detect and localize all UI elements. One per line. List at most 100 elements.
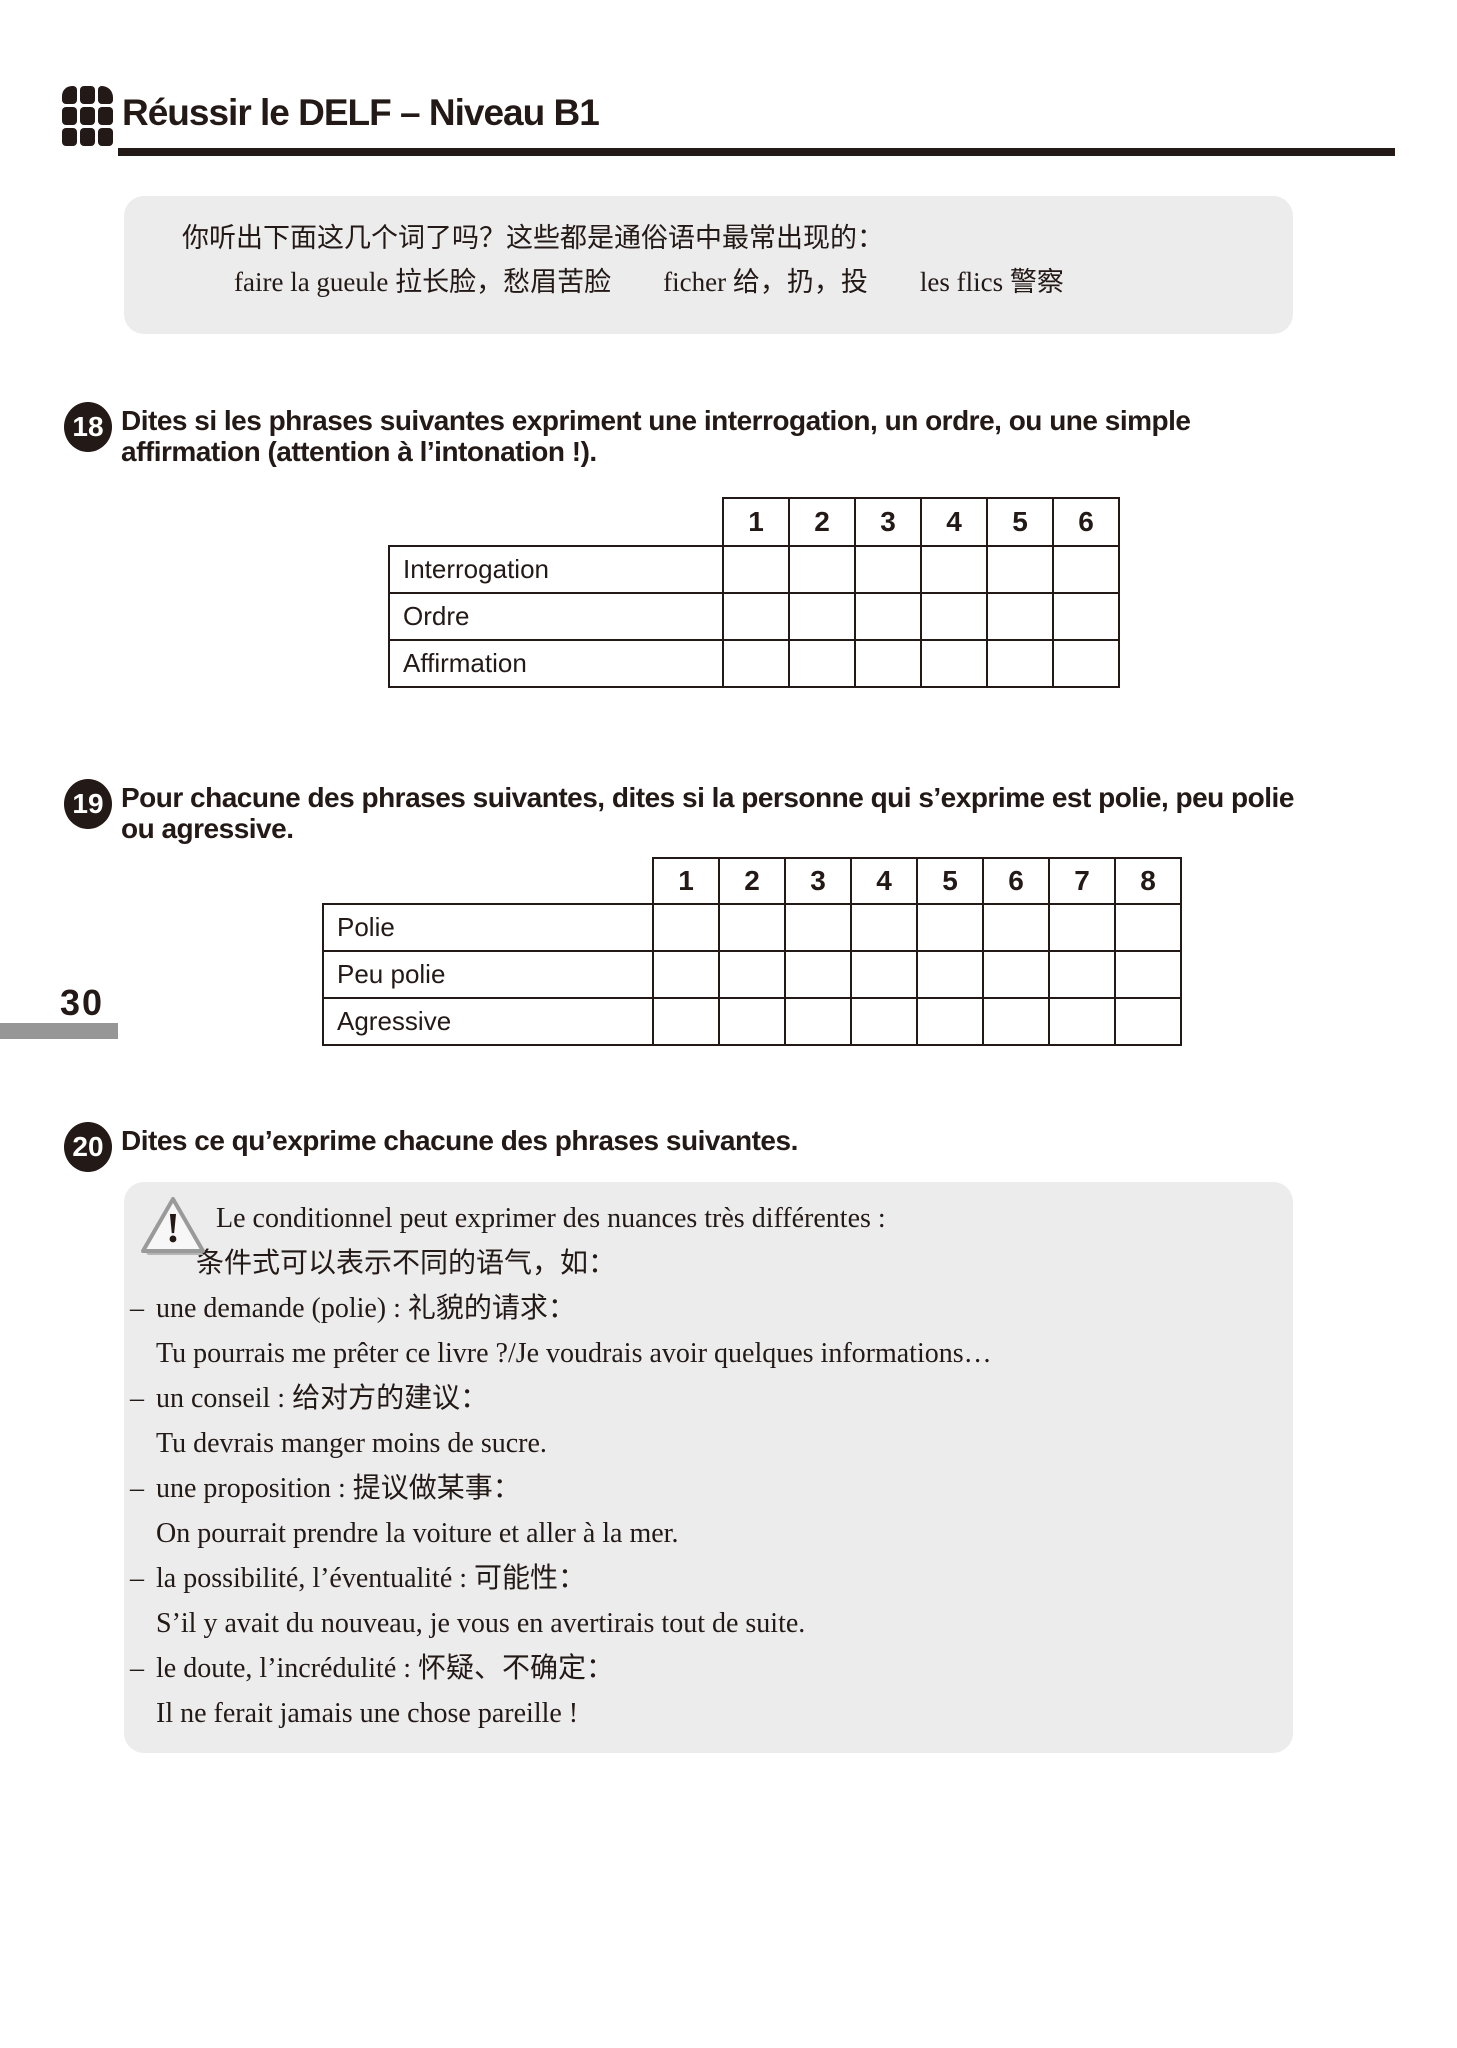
warning-triangle-icon: !: [141, 1197, 205, 1255]
answer-cell: [722, 639, 790, 688]
answer-cell: [920, 592, 988, 641]
note-item-label-text: un conseil : 给对方的建议：: [156, 1383, 489, 1414]
row-label: Affirmation: [388, 639, 724, 688]
vocab-item: faire la gueule 拉长脸，愁眉苦脸: [234, 267, 612, 297]
answer-cell: [1052, 545, 1120, 594]
row-label: Polie: [322, 903, 654, 952]
col-header: 3: [854, 497, 922, 547]
answer-cell: [850, 903, 918, 952]
answer-cell: [1114, 997, 1182, 1046]
note-item-label: – le doute, l’incrédulité : 怀疑、不确定：: [124, 1646, 1293, 1691]
col-header: 2: [718, 857, 786, 905]
answer-cell: [1048, 903, 1116, 952]
note-item-label-text: la possibilité, l’éventualité : 可能性：: [156, 1563, 587, 1594]
col-header: 5: [916, 857, 984, 905]
table-row: Affirmation: [388, 639, 1120, 688]
vocab-note-text: 你听出下面这几个词了吗？这些都是通俗语中最常出现的：: [182, 223, 884, 253]
grammar-note-box: ! Le conditionnel peut exprimer des nuan…: [124, 1182, 1293, 1753]
answer-cell: [1114, 903, 1182, 952]
col-header: 1: [652, 857, 720, 905]
exercise-19-instruction: Pour chacune des phrases suivantes, dite…: [121, 782, 1294, 844]
col-header: 7: [1048, 857, 1116, 905]
answer-cell: [788, 639, 856, 688]
table-row: Polie: [322, 903, 1182, 952]
note-item-example: S’il y avait du nouveau, je vous en aver…: [156, 1608, 806, 1639]
warning-exclamation-glyph: !: [166, 1206, 180, 1252]
instruction-line: ou agressive.: [121, 813, 294, 844]
logo-square: [62, 86, 77, 104]
table-row: Ordre: [388, 592, 1120, 641]
answer-cell: [722, 592, 790, 641]
note-item-label: – la possibilité, l’éventualité : 可能性：: [124, 1556, 1293, 1601]
col-header: 5: [986, 497, 1054, 547]
col-header: 2: [788, 497, 856, 547]
answer-cell: [652, 997, 720, 1046]
dash-bullet: –: [130, 1293, 144, 1324]
table-row: Interrogation: [388, 545, 1120, 594]
note-item: – une demande (polie) : 礼貌的请求： Tu pourrai…: [124, 1286, 1293, 1376]
answer-cell: [1048, 950, 1116, 999]
instruction-line: Pour chacune des phrases suivantes, dite…: [121, 782, 1294, 813]
row-label: Peu polie: [322, 950, 654, 999]
logo-square: [98, 107, 113, 125]
dash-bullet: –: [130, 1473, 144, 1504]
col-header: 3: [784, 857, 852, 905]
answer-cell: [652, 903, 720, 952]
note-item-label-text: le doute, l’incrédulité : 怀疑、不确定：: [156, 1653, 615, 1684]
answer-cell: [718, 950, 786, 999]
row-label: Ordre: [388, 592, 724, 641]
row-label: Agressive: [322, 997, 654, 1046]
note-item-example: Tu devrais manger moins de sucre.: [156, 1428, 547, 1459]
vocab-item: ficher 给，扔，投: [663, 267, 868, 297]
margin-bar: [0, 1023, 118, 1039]
logo-square: [80, 128, 95, 146]
answer-cell: [788, 592, 856, 641]
answer-cell: [916, 903, 984, 952]
exercise-18-instruction: Dites si les phrases suivantes expriment…: [121, 405, 1191, 467]
instruction-line: Dites si les phrases suivantes expriment…: [121, 405, 1191, 436]
note-item-label: – une proposition : 提议做某事：: [124, 1466, 1293, 1511]
publisher-logo-grid-icon: [62, 86, 113, 150]
note-item-label: – une demande (polie) : 礼貌的请求：: [124, 1286, 1293, 1331]
note-item: – une proposition : 提议做某事： On pourrait pr…: [124, 1466, 1293, 1556]
answer-cell: [854, 639, 922, 688]
answer-cell: [718, 997, 786, 1046]
answer-cell: [916, 997, 984, 1046]
answer-cell: [986, 639, 1054, 688]
logo-square: [98, 86, 113, 104]
note-intro-chinese: 条件式可以表示不同的语气，如：: [196, 1248, 617, 1279]
answer-cell: [722, 545, 790, 594]
answer-cell: [920, 639, 988, 688]
instruction-line: Dites ce qu’exprime chacune des phrases …: [121, 1125, 798, 1156]
answer-cell: [982, 950, 1050, 999]
note-item-example: Il ne ferait jamais une chose pareille !: [156, 1698, 579, 1729]
page-number: 30: [60, 982, 105, 1023]
answer-cell: [986, 545, 1054, 594]
answer-cell: [784, 997, 852, 1046]
dash-bullet: –: [130, 1653, 144, 1684]
col-header: 1: [722, 497, 790, 547]
answer-cell: [850, 997, 918, 1046]
row-label: Interrogation: [388, 545, 724, 594]
col-header: 4: [850, 857, 918, 905]
note-item: – un conseil : 给对方的建议： Tu devrais manger …: [124, 1376, 1293, 1466]
answer-cell: [854, 592, 922, 641]
logo-square: [62, 107, 77, 125]
answer-cell: [854, 545, 922, 594]
exercise-20-badge: 20: [64, 1122, 112, 1172]
corner-cell: [323, 858, 654, 905]
exercise-18-answer-table: 1 2 3 4 5 6 Interrogation Ordre Affirmat…: [388, 497, 1120, 688]
answer-cell: [916, 950, 984, 999]
col-header: 4: [920, 497, 988, 547]
answer-cell: [1114, 950, 1182, 999]
note-item-label-text: une demande (polie) : 礼貌的请求：: [156, 1293, 576, 1324]
exercise-18-badge: 18: [64, 402, 112, 452]
answer-cell: [986, 592, 1054, 641]
answer-cell: [784, 950, 852, 999]
answer-cell: [982, 997, 1050, 1046]
answer-cell: [1052, 592, 1120, 641]
page-title: Réussir le DELF – Niveau B1: [122, 92, 600, 133]
logo-square: [98, 128, 113, 146]
corner-cell: [389, 498, 724, 547]
